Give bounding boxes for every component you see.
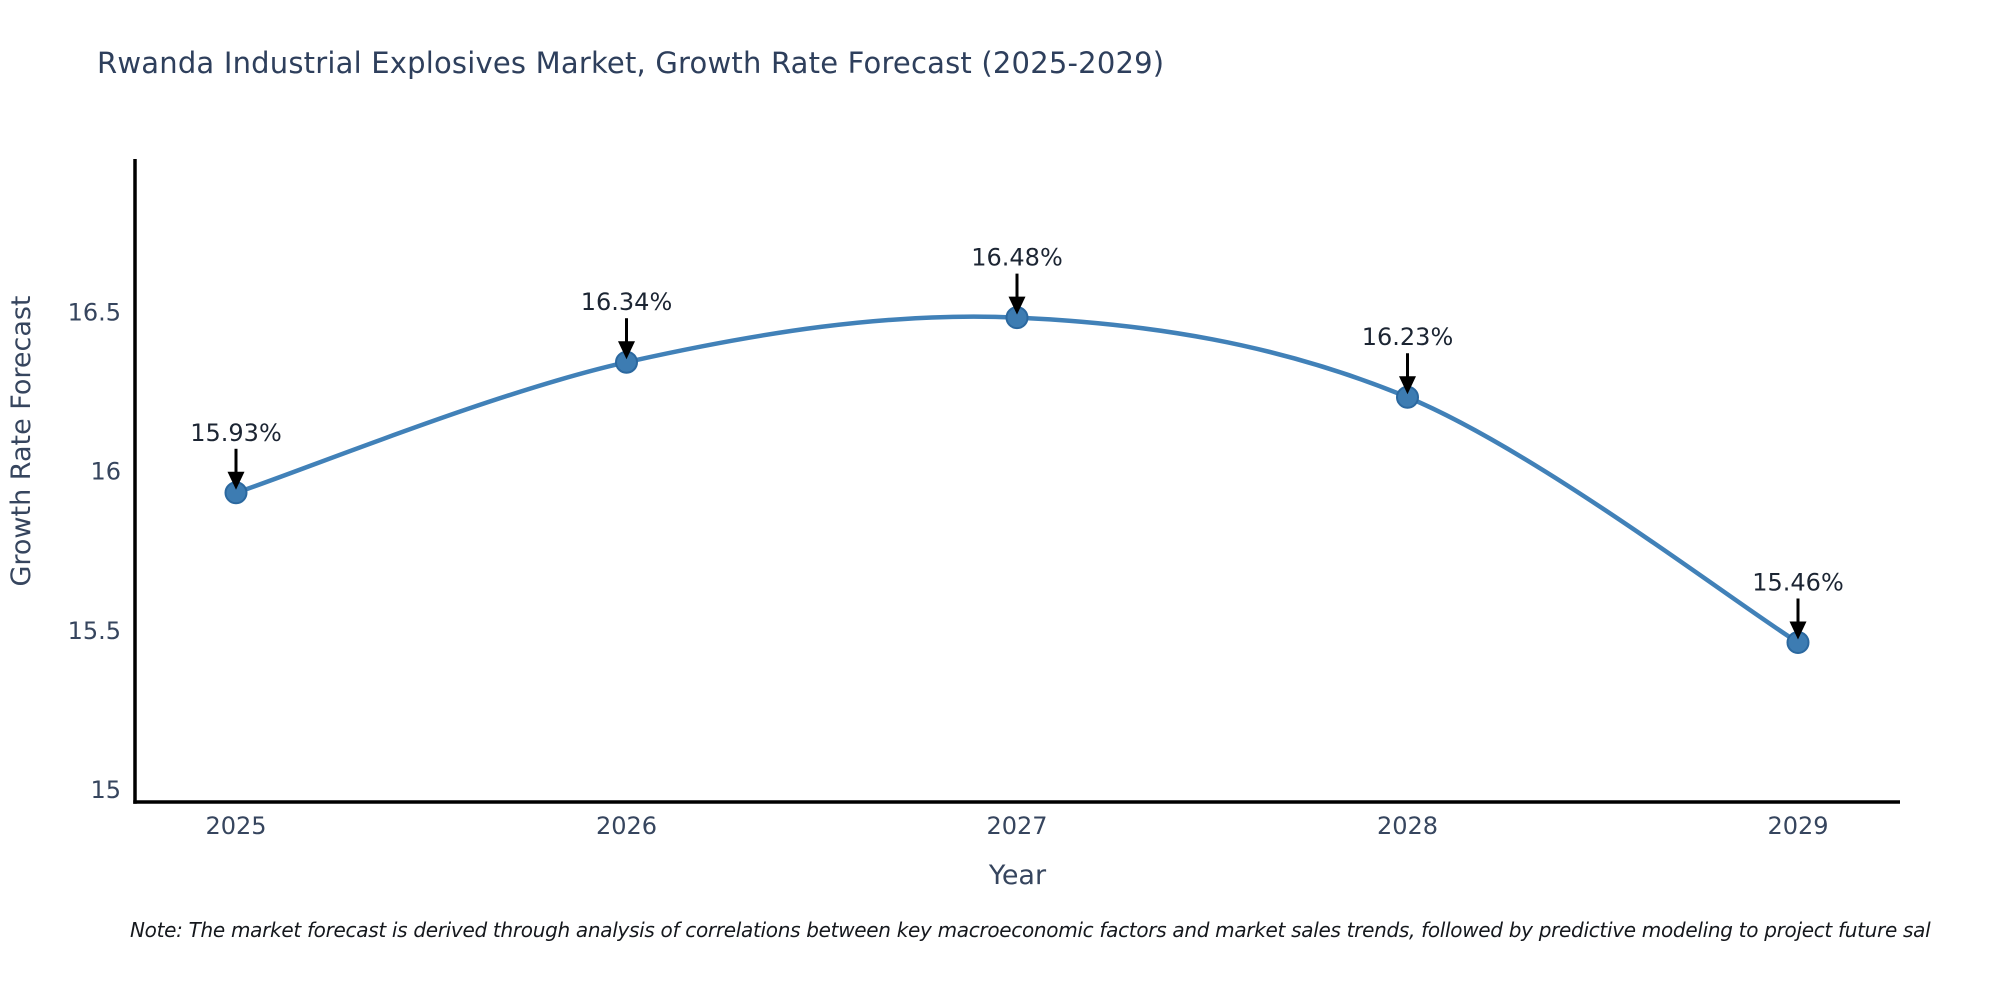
data-point-label: 15.46% xyxy=(1752,568,1844,596)
annotation-arrowhead-icon xyxy=(1789,621,1807,640)
annotation-arrowhead-icon xyxy=(1008,296,1026,315)
annotation-arrowhead-icon xyxy=(1399,376,1416,395)
footnote: Note: The market forecast is derived thr… xyxy=(130,918,1931,942)
y-tick-label: 15.5 xyxy=(68,617,121,645)
y-axis-title: Growth Rate Forecast xyxy=(6,295,37,586)
data-point-label: 16.48% xyxy=(971,244,1063,272)
x-tick-label: 2029 xyxy=(1767,812,1828,840)
annotation-arrowhead-icon xyxy=(618,341,635,360)
data-point-label: 15.93% xyxy=(190,419,282,447)
annotation-arrowhead-icon xyxy=(227,471,245,490)
x-tick-label: 2026 xyxy=(596,812,657,840)
y-tick-label: 16.5 xyxy=(68,298,121,326)
x-tick-label: 2028 xyxy=(1377,812,1438,840)
forecast-line xyxy=(233,314,1801,645)
x-tick-label: 2027 xyxy=(986,812,1047,840)
x-tick-label: 2025 xyxy=(205,812,266,840)
y-tick-label: 15 xyxy=(90,776,121,804)
x-axis-title: Year xyxy=(988,860,1047,891)
y-tick-label: 16 xyxy=(90,458,121,486)
chart-title: Rwanda Industrial Explosives Market, Gro… xyxy=(97,46,1165,80)
data-point-label: 16.34% xyxy=(581,288,673,316)
data-point-label: 16.23% xyxy=(1362,323,1454,351)
